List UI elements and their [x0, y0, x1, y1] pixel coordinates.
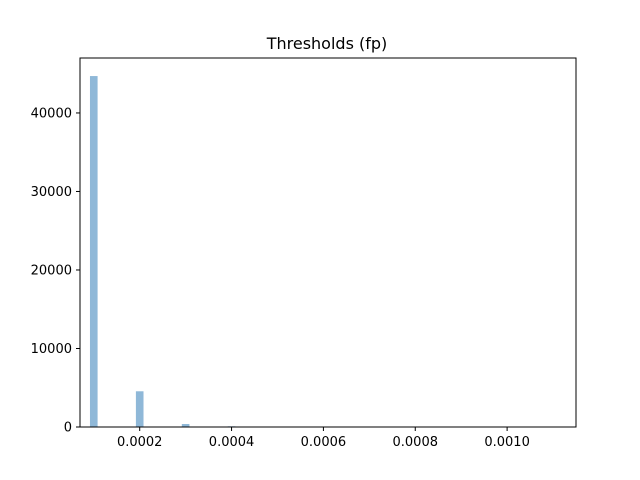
chart-title: Thresholds (fp)	[266, 34, 388, 53]
x-tick-label: 0.0004	[209, 435, 255, 450]
y-tick-label: 10000	[31, 342, 72, 357]
x-tick-label: 0.0010	[484, 435, 530, 450]
histogram-bar	[135, 391, 144, 427]
x-axis: 0.0002 0.0004 0.0006 0.0008 0.0010	[117, 427, 530, 450]
plot-frame	[79, 57, 577, 428]
y-tick-label: 20000	[31, 263, 72, 278]
y-tick-label: 30000	[31, 185, 72, 200]
y-tick-label: 40000	[31, 106, 72, 121]
x-tick-label: 0.0008	[393, 435, 439, 450]
histogram-bar	[89, 76, 98, 428]
y-axis: 0 10000 20000 30000 40000	[31, 106, 80, 436]
x-tick-label: 0.0002	[117, 435, 163, 450]
x-tick-label: 0.0006	[301, 435, 347, 450]
histogram-bar	[181, 424, 190, 427]
y-tick-label: 0	[64, 421, 72, 436]
